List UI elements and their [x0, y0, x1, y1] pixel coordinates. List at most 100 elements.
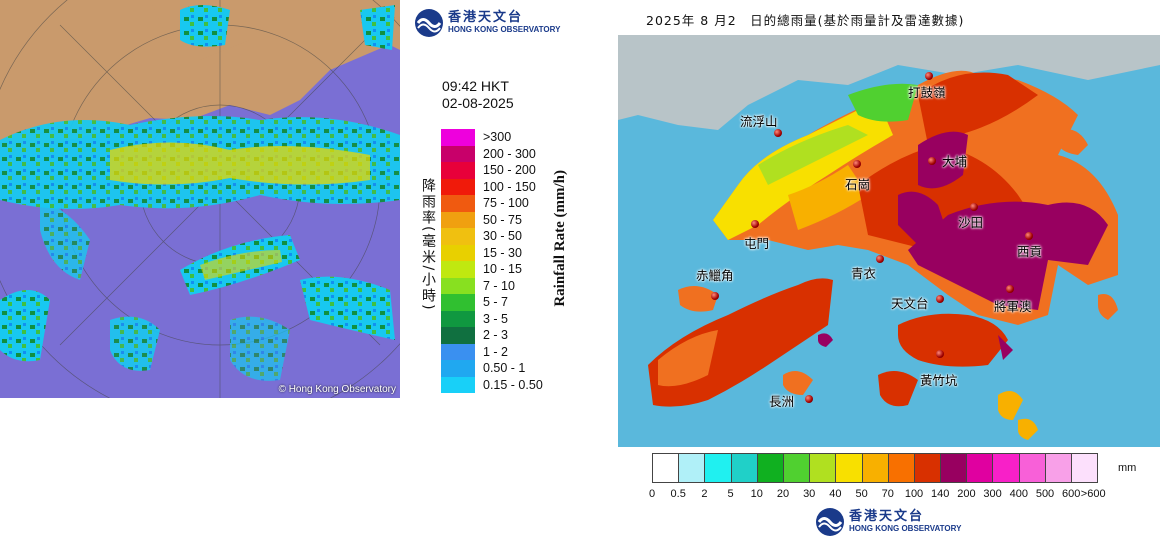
scale-color-cell [809, 453, 837, 483]
scale-color-cell [992, 453, 1020, 483]
station-marker-icon [876, 255, 884, 263]
scale-tick-label: 0.5 [670, 488, 686, 500]
rate-legend-swatch [441, 211, 475, 228]
place-label: 打鼓嶺 [908, 85, 946, 100]
rate-legend-label: 10 - 15 [483, 262, 522, 277]
rate-legend-row: 30 - 50 [441, 228, 543, 245]
radar-image: © Hong Kong Observatory [0, 0, 400, 398]
rate-legend-label: 7 - 10 [483, 278, 515, 293]
rate-legend-row: 0.50 - 1 [441, 360, 543, 377]
footer-logo-name-zh: 香港天文台 [849, 509, 925, 524]
scale-color-cell [756, 453, 784, 483]
scale-color-cell [782, 453, 811, 483]
station-marker-icon [928, 157, 936, 165]
rate-legend-title-en: Rainfall Rate (mm/h) [552, 170, 568, 307]
scale-tick-label: 500 [1035, 488, 1055, 500]
rate-legend-label: >300 [483, 130, 512, 145]
rainfall-map-graphic [618, 35, 1160, 447]
rate-legend-swatch [441, 294, 475, 311]
rate-legend-row: 10 - 15 [441, 261, 543, 278]
rate-legend-label: 200 - 300 [483, 146, 536, 161]
rate-legend-swatch [441, 327, 475, 344]
place-label: 長洲 [769, 394, 795, 409]
rate-legend-swatch [441, 277, 475, 294]
scale-tick-label: 5 [727, 488, 734, 500]
rate-legend-label: 1 - 2 [483, 344, 509, 359]
rate-legend-row: 2 - 3 [441, 327, 543, 344]
place-label: 赤鱲角 [696, 268, 734, 283]
station-marker-icon [751, 220, 759, 228]
station-marker-icon [774, 129, 782, 137]
scale-tick-label: >600 [1080, 488, 1106, 500]
scale-tick-label: 400 [1009, 488, 1028, 500]
daily-rainfall-title: 2025年 8 月2 日的總雨量(基於雨量計及雷達數據) [646, 13, 965, 28]
radar-time: 09:42 HKT [442, 78, 509, 94]
rate-legend-swatch [441, 129, 475, 146]
rate-legend-label: 15 - 30 [483, 245, 522, 260]
scale-tick-label: 40 [829, 488, 842, 500]
rate-legend-swatch [441, 145, 475, 162]
scale-tick-label: 20 [776, 488, 790, 500]
rate-legend-label: 150 - 200 [483, 163, 536, 178]
rate-legend-row: 7 - 10 [441, 277, 543, 294]
scale-color-cell [1044, 453, 1072, 483]
rate-legend-swatch [441, 360, 475, 377]
station-marker-icon [1006, 285, 1014, 293]
rate-legend-row: 1 - 2 [441, 343, 543, 360]
rate-legend-label: 100 - 150 [483, 179, 536, 194]
scale-color-cell [940, 453, 968, 483]
place-label: 天文台 [891, 296, 929, 311]
station-marker-icon [936, 350, 944, 358]
scale-tick-label: 50 [855, 488, 868, 500]
rate-legend-swatch [441, 343, 475, 360]
scale-color-cell [966, 453, 994, 483]
rate-legend-label: 50 - 75 [483, 212, 522, 227]
station-marker-icon [805, 395, 813, 403]
scale-tick-label: 140 [931, 488, 950, 500]
radar-copyright: © Hong Kong Observatory [278, 384, 396, 395]
scale-tick-label: 600 [1062, 488, 1081, 500]
scale-unit: mm [1118, 462, 1137, 474]
place-label: 大埔 [942, 154, 968, 169]
scale-color-cell [887, 453, 915, 483]
rate-legend-row: 100 - 150 [441, 178, 543, 195]
station-marker-icon [1025, 232, 1033, 240]
scale-color-cell [652, 453, 680, 483]
rate-legend-swatch [441, 162, 475, 179]
hko-logo: 香港天文台 HONG KONG OBSERVATORY [414, 8, 560, 38]
daily-rainfall-map [618, 35, 1160, 447]
rate-legend-label: 2 - 3 [483, 328, 509, 343]
rate-legend-swatch [441, 178, 475, 195]
rate-legend-label: 3 - 5 [483, 311, 509, 326]
rate-legend-label: 30 - 50 [483, 229, 522, 244]
rate-legend-row: 5 - 7 [441, 294, 543, 311]
hko-logo-footer: 香港天文台 HONG KONG OBSERVATORY [815, 507, 961, 537]
rate-legend-label: 0.15 - 0.50 [483, 377, 543, 392]
scale-color-cell [678, 453, 706, 483]
scale-tick-label: 0 [648, 488, 656, 500]
station-marker-icon [970, 203, 978, 211]
radar-timestamp: 09:42 HKT 02-08-2025 [442, 78, 514, 112]
scale-tick-label: 100 [904, 488, 924, 500]
rate-legend-row: 200 - 300 [441, 145, 543, 162]
rate-legend-row: 150 - 200 [441, 162, 543, 179]
radar-date: 02-08-2025 [442, 95, 514, 111]
place-label: 沙田 [958, 215, 984, 230]
scale-tick-label: 10 [750, 488, 763, 500]
rate-legend-swatch [441, 261, 475, 278]
rate-legend-label: 0.50 - 1 [483, 361, 526, 376]
station-marker-icon [936, 295, 944, 303]
hko-logo-footer-icon [816, 508, 844, 536]
logo-name-en: HONG KONG OBSERVATORY [448, 25, 561, 34]
scale-color-cell [1018, 453, 1046, 483]
place-label: 石崗 [845, 177, 871, 192]
place-label: 將軍澳 [994, 299, 1032, 314]
scale-color-cell [730, 453, 758, 483]
place-label: 黃竹坑 [920, 373, 958, 388]
station-marker-icon [853, 160, 861, 168]
station-marker-icon [711, 292, 719, 300]
rate-legend-row: 0.15 - 0.50 [441, 376, 543, 393]
rate-legend-swatch [441, 310, 475, 327]
rate-legend-row: 75 - 100 [441, 195, 543, 212]
hko-logo-icon [415, 9, 443, 37]
